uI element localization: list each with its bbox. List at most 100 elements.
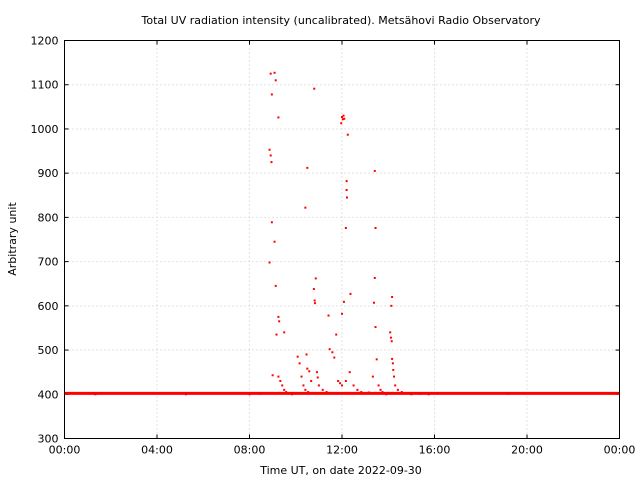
data-point: [360, 391, 363, 394]
data-point: [269, 154, 272, 157]
data-point: [293, 392, 296, 395]
data-point: [433, 392, 436, 395]
data-point: [345, 180, 348, 183]
data-point: [321, 388, 324, 391]
data-point: [371, 375, 374, 378]
data-point: [308, 370, 311, 373]
data-point: [373, 169, 376, 172]
data-point: [392, 368, 395, 371]
y-tick-label: 900: [38, 167, 59, 180]
data-point: [306, 367, 309, 370]
data-point: [287, 392, 290, 395]
data-point: [391, 357, 394, 360]
y-tick-label: 1000: [31, 123, 59, 136]
data-point: [277, 315, 280, 318]
data-point: [304, 388, 307, 391]
data-point: [339, 382, 342, 385]
x-tick-label: 12:00: [326, 444, 358, 457]
data-point: [316, 376, 319, 379]
data-point: [404, 392, 407, 395]
chart-title: Total UV radiation intensity (uncalibrat…: [141, 14, 541, 27]
data-point: [374, 326, 377, 329]
data-point: [273, 240, 276, 243]
data-point: [268, 148, 271, 151]
data-point: [506, 392, 509, 395]
grid-lines: [64, 40, 620, 439]
data-point: [269, 72, 272, 75]
data-point: [374, 227, 377, 230]
data-point: [268, 261, 271, 264]
data-point: [307, 391, 310, 394]
data-point: [328, 348, 331, 351]
data-point: [372, 301, 375, 304]
data-point: [352, 384, 355, 387]
data-point: [302, 384, 305, 387]
data-point: [348, 371, 351, 374]
data-point: [331, 351, 334, 354]
data-point: [375, 358, 378, 361]
data-point: [394, 384, 397, 387]
data-point: [341, 116, 343, 119]
data-point: [341, 384, 343, 387]
data-point: [367, 391, 370, 394]
data-point: [300, 375, 303, 378]
data-point: [313, 87, 316, 90]
data-point: [389, 331, 392, 334]
data-point: [279, 380, 282, 383]
data-point: [390, 340, 393, 343]
data-point: [233, 391, 236, 394]
data-point: [377, 384, 380, 387]
data-point: [274, 79, 277, 82]
data-point: [427, 393, 430, 396]
data-point: [271, 374, 274, 377]
data-point: [389, 336, 392, 339]
data-point: [314, 277, 317, 280]
data-point: [273, 71, 276, 74]
x-tick-label: 16:00: [419, 444, 451, 457]
data-point: [337, 380, 340, 383]
data-point: [385, 393, 388, 396]
data-point: [349, 292, 352, 295]
data-point: [343, 117, 346, 120]
data-point: [344, 227, 347, 230]
data-point: [306, 166, 309, 169]
data-point: [290, 393, 293, 396]
data-point: [277, 375, 280, 378]
y-tick-label: 1200: [31, 35, 59, 48]
data-point: [391, 295, 394, 298]
data-point: [381, 391, 384, 394]
data-point: [296, 355, 299, 358]
data-point: [94, 393, 97, 396]
y-tick-label: 600: [38, 300, 59, 313]
data-point: [315, 371, 318, 374]
data-point: [344, 380, 347, 383]
data-point: [278, 320, 281, 323]
data-point: [312, 288, 315, 291]
data-point: [275, 333, 278, 336]
y-tick-label: 400: [38, 388, 59, 401]
x-tick-label: 00:00: [49, 444, 81, 457]
y-tick-label: 500: [38, 344, 59, 357]
data-point: [333, 356, 336, 359]
data-point: [340, 122, 343, 125]
x-axis-label: Time UT, on date 2022-09-30: [259, 464, 422, 477]
data-point: [258, 392, 261, 395]
y-axis-label: Arbitrary unit: [6, 202, 19, 276]
data-point: [327, 314, 330, 317]
data-point: [274, 284, 277, 287]
data-point: [346, 133, 349, 136]
data-point: [285, 391, 288, 394]
data-point: [313, 299, 316, 302]
y-tick-label: 800: [38, 211, 59, 224]
axis-ticks: 300 400 500 600 700 800 900 1000 1100 1200 00:00 04…: [31, 35, 636, 457]
data-point: [304, 206, 307, 209]
data-point: [270, 161, 273, 164]
plot-area: [64, 71, 620, 396]
data-point: [391, 362, 394, 365]
y-tick-label: 300: [38, 433, 59, 446]
data-point: [342, 114, 345, 117]
data-point: [342, 300, 345, 303]
data-point: [281, 384, 284, 387]
data-point: [341, 118, 344, 121]
x-tick-label: 00:00: [604, 444, 636, 457]
